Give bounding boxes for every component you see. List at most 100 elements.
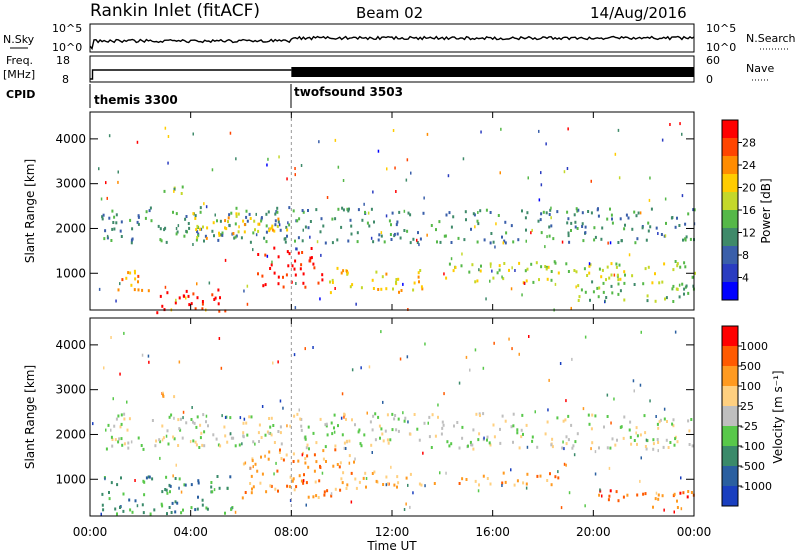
heatmap-cell <box>111 438 114 441</box>
heatmap-cell <box>164 126 167 130</box>
heatmap-cell <box>633 210 636 214</box>
heatmap-cell <box>137 274 140 278</box>
colorbar-segment <box>722 426 738 446</box>
heatmap-cell <box>161 504 164 508</box>
heatmap-cell <box>286 228 289 232</box>
heatmap-cell <box>147 475 150 479</box>
heatmap-cell <box>110 336 112 339</box>
heatmap-cell <box>120 437 123 441</box>
heatmap-cell <box>397 277 400 281</box>
heatmap-cell <box>196 507 199 511</box>
colorbar-segment <box>722 210 738 228</box>
heatmap-cell <box>675 287 678 291</box>
heatmap-cell <box>548 225 551 229</box>
heatmap-cell <box>362 476 365 480</box>
heatmap-cell <box>349 218 352 222</box>
heatmap-cell <box>497 214 500 217</box>
heatmap-cell <box>465 355 468 359</box>
heatmap-cell <box>337 165 340 169</box>
heatmap-cell <box>144 216 147 220</box>
heatmap-cell <box>636 434 639 438</box>
heatmap-cell <box>268 417 271 420</box>
heatmap-cell <box>153 508 156 512</box>
heatmap-cell <box>663 407 666 411</box>
heatmap-cell <box>340 477 343 481</box>
heatmap-cell <box>341 392 344 396</box>
power-y-axis-label: Slant Range [km] <box>23 159 37 263</box>
heatmap-cell <box>672 418 675 422</box>
heatmap-cell <box>294 173 296 177</box>
sky-panel-frame <box>89 23 695 53</box>
heatmap-cell <box>557 476 560 480</box>
heatmap-cell <box>391 428 394 432</box>
heatmap-cell <box>518 261 521 265</box>
heatmap-cell <box>462 157 465 161</box>
heatmap-cell <box>101 217 104 221</box>
heatmap-cell <box>573 213 576 217</box>
heatmap-cell <box>640 456 642 460</box>
heatmap-cell <box>267 457 270 461</box>
heatmap-cell <box>584 335 587 339</box>
heatmap-cell <box>187 222 190 225</box>
heatmap-cell <box>219 296 221 300</box>
heatmap-cell <box>639 479 641 483</box>
heatmap-cell <box>274 219 277 223</box>
heatmap-cell <box>540 231 543 235</box>
heatmap-cell <box>130 241 133 245</box>
heatmap-cell <box>586 274 589 277</box>
heatmap-cell <box>384 429 387 433</box>
heatmap-cell <box>243 223 246 227</box>
heatmap-cell <box>182 294 185 298</box>
heatmap-cell <box>370 443 373 447</box>
heatmap-cell <box>584 225 587 229</box>
heatmap-cell <box>633 389 635 393</box>
heatmap-cell <box>474 225 476 229</box>
heatmap-cell <box>528 335 530 338</box>
heatmap-cell <box>576 227 579 230</box>
heatmap-cell <box>530 231 532 235</box>
heatmap-cell <box>503 239 506 243</box>
heatmap-cell <box>539 218 542 222</box>
heatmap-cell <box>669 123 671 126</box>
heatmap-cell <box>686 495 689 499</box>
heatmap-cell <box>691 275 694 279</box>
heatmap-cell <box>292 477 295 481</box>
heatmap-cell <box>190 302 193 306</box>
heatmap-cell <box>237 212 240 216</box>
heatmap-cell <box>368 224 371 228</box>
heatmap-cell <box>112 397 114 401</box>
heatmap-cell <box>538 198 541 202</box>
heatmap-cell <box>570 306 572 310</box>
heatmap-cell <box>657 449 659 453</box>
heatmap-cell <box>694 271 696 275</box>
heatmap-cell <box>587 210 590 213</box>
heatmap-cell <box>489 482 492 486</box>
heatmap-cell <box>342 269 345 273</box>
heatmap-cell <box>361 218 364 222</box>
heatmap-cell <box>122 492 125 496</box>
heatmap-cell <box>218 486 221 490</box>
heatmap-cell <box>302 281 305 285</box>
heatmap-cell <box>197 232 200 236</box>
heatmap-cell <box>510 224 513 228</box>
heatmap-cell <box>286 484 289 488</box>
heatmap-cell <box>199 227 202 231</box>
heatmap-cell <box>310 256 313 260</box>
heatmap-cell <box>250 474 253 478</box>
heatmap-cell <box>655 415 657 418</box>
heatmap-cell <box>633 439 636 442</box>
heatmap-cell <box>676 440 679 444</box>
heatmap-cell <box>147 289 150 293</box>
heatmap-cell <box>448 211 451 215</box>
y-tick-label: 2000 <box>55 221 86 235</box>
heatmap-cell <box>457 236 460 240</box>
heatmap-cell <box>224 416 227 419</box>
heatmap-cell <box>129 271 132 275</box>
heatmap-cell <box>607 241 609 245</box>
heatmap-cell <box>232 232 235 235</box>
heatmap-cell <box>137 214 140 218</box>
heatmap-cell <box>274 487 277 491</box>
heatmap-cell <box>592 290 595 294</box>
heatmap-cell <box>382 400 384 404</box>
heatmap-cell <box>372 414 375 418</box>
